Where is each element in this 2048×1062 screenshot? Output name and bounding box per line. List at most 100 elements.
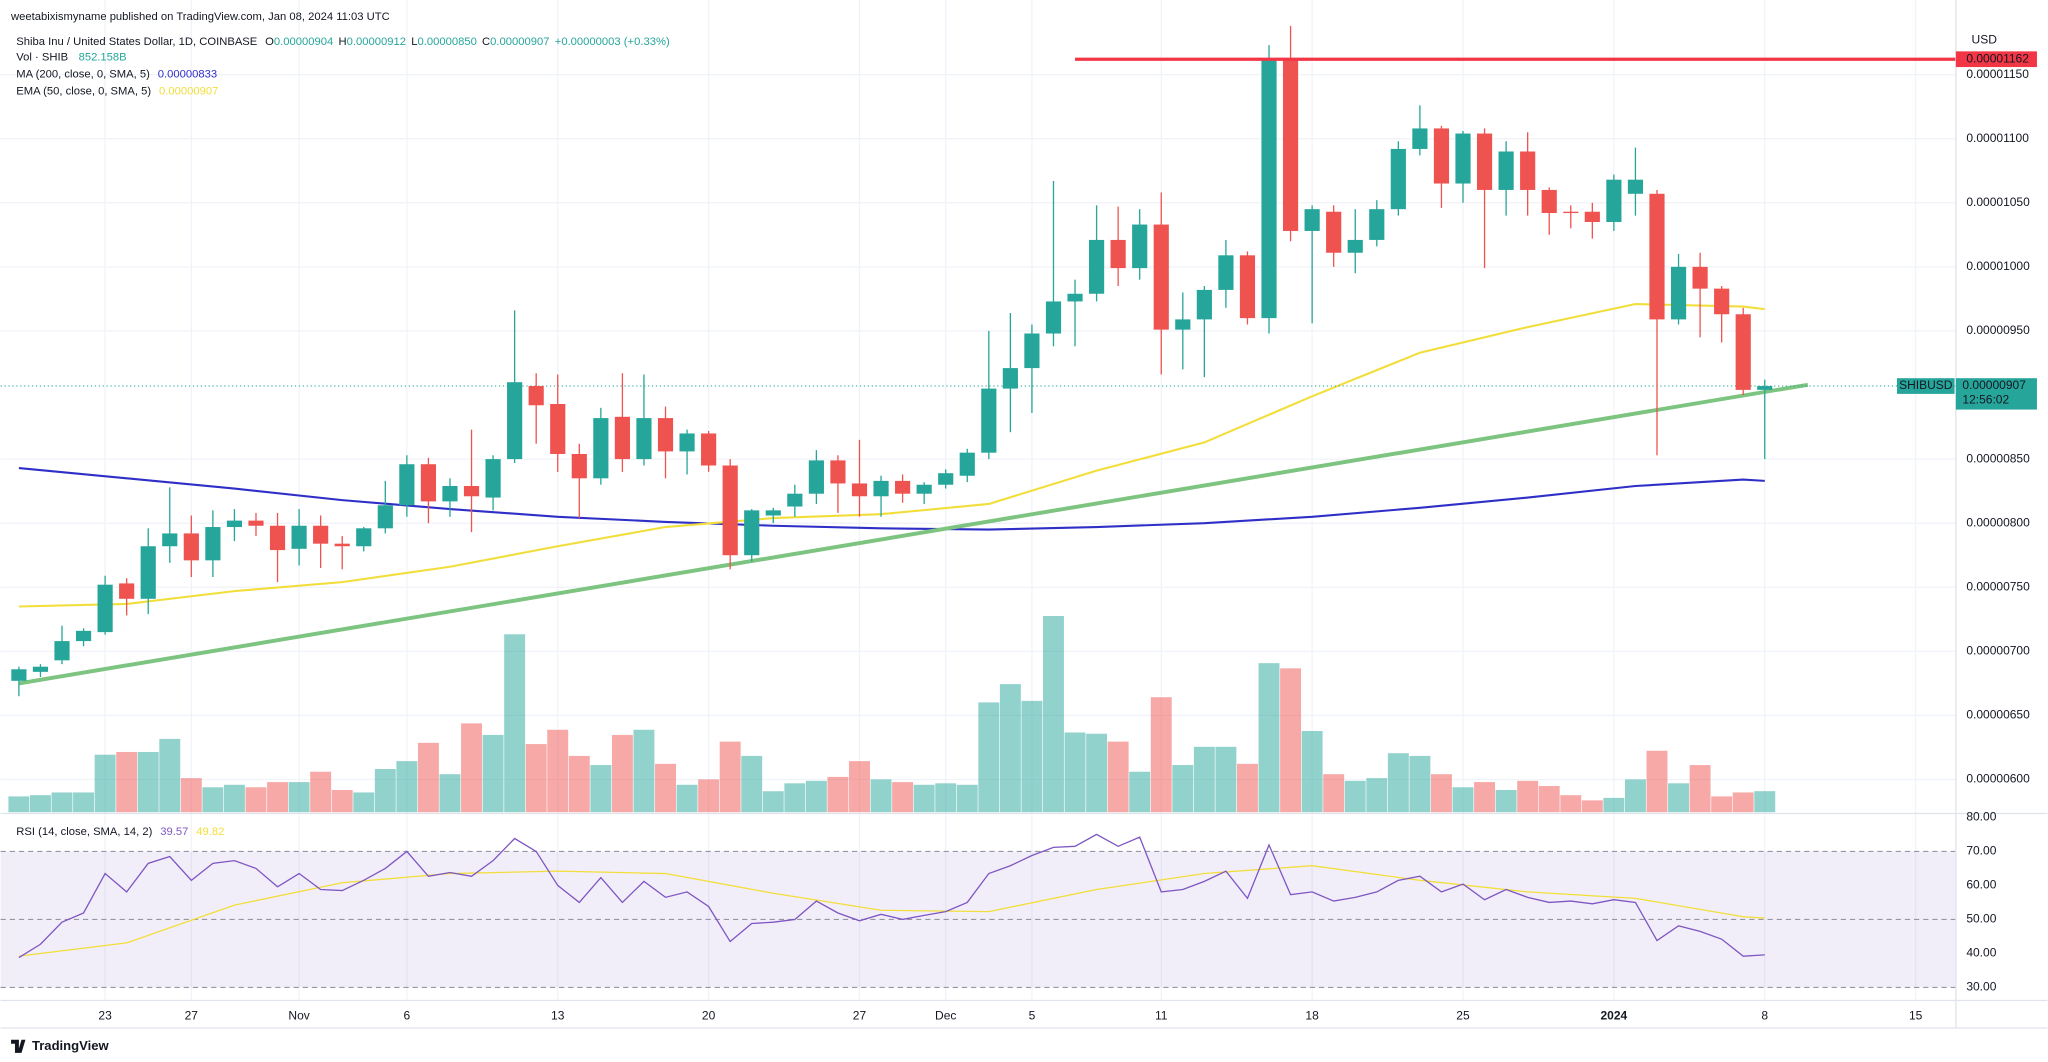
volume-bar: [1452, 787, 1474, 813]
candle-body: [97, 584, 113, 633]
candle-body: [399, 464, 415, 506]
candle-body: [1175, 319, 1191, 330]
volume-bar: [1258, 663, 1280, 813]
volume-bar: [1323, 774, 1345, 813]
candle-body: [959, 452, 975, 476]
volume-bar: [482, 734, 504, 813]
label-layer: weetabixismyname published on TradingVie…: [10, 11, 2037, 1053]
y-tick-label: 0.00001050: [1966, 195, 2030, 209]
candle-body: [1045, 301, 1062, 334]
candle-body: [54, 641, 70, 661]
candle-body: [744, 510, 760, 556]
y-tick-label: 0.00000650: [1966, 708, 2030, 722]
volume-bar: [180, 778, 202, 813]
rsi-tick-label: 50.00: [1966, 912, 1996, 926]
rsi-ma-line: [18, 865, 1765, 957]
x-tick-label: 2024: [1601, 1008, 1628, 1022]
volume-bar: [223, 784, 245, 813]
rsi-tick-label: 60.00: [1966, 878, 1996, 892]
x-tick-label: 27: [853, 1008, 867, 1022]
x-tick-label: 18: [1305, 1008, 1319, 1022]
volume-bar: [1430, 774, 1452, 813]
candle-body: [981, 388, 997, 453]
level-tag-label: 0.00001162: [1966, 51, 2029, 65]
volume-bar: [1366, 778, 1388, 813]
volume-bar: [805, 780, 827, 813]
candle-body: [313, 525, 329, 544]
candle-layer: [11, 25, 1956, 697]
rsi-ma-legend-value: 49.82: [196, 826, 224, 838]
price-tag: [1955, 378, 2037, 410]
volume-bar: [116, 751, 138, 813]
x-tick-label: 6: [404, 1008, 411, 1022]
candle-body: [701, 433, 717, 466]
volume-bar: [978, 702, 1000, 813]
ohlc-value: 0.00000850: [417, 36, 476, 48]
candle-body: [873, 480, 889, 497]
candle-body: [183, 533, 199, 561]
candle-body: [571, 453, 587, 479]
y-tick-label: 0.00000850: [1966, 451, 2030, 465]
candle-body: [226, 520, 243, 528]
candle-body: [1670, 266, 1687, 320]
moving-average: [18, 302, 1765, 608]
rsi-legend: RSI (14, close, SMA, 14, 2) 39.57 49.82: [16, 826, 224, 838]
volume-bar: [396, 761, 418, 813]
candle-body: [75, 630, 92, 642]
candle-body: [32, 666, 49, 672]
x-tick-label: Dec: [935, 1008, 956, 1022]
candle-body: [248, 520, 264, 526]
y-tick-label: 0.00001150: [1966, 67, 2029, 81]
volume-bar: [1732, 792, 1754, 813]
overlay-legend: EMA (50, close, 0, SMA, 5) 0.00000907: [16, 86, 218, 98]
candle-body: [636, 418, 652, 460]
x-tick-label: 13: [551, 1008, 565, 1022]
volume-bar: [1344, 780, 1366, 813]
rsi-line: [18, 833, 1765, 959]
candle-body: [205, 527, 221, 561]
volume-bar: [676, 784, 698, 813]
volume-bar: [1172, 765, 1194, 813]
volume-legend-value: 852.158B: [79, 52, 127, 64]
candle-body: [119, 583, 135, 599]
candle-body: [1261, 59, 1277, 319]
volume-bar: [137, 751, 159, 813]
candle-body: [334, 543, 350, 547]
candle-body: [1563, 211, 1579, 214]
ohlc-value: 0.00000904: [274, 36, 333, 48]
candle-body: [1649, 193, 1665, 320]
candle-body: [1132, 224, 1148, 269]
trend-line: [18, 382, 1809, 686]
volume-bar: [1495, 789, 1517, 813]
rsi-legend-value: 39.57: [160, 826, 188, 838]
volume-bar: [1474, 782, 1496, 813]
candle-body: [830, 460, 846, 484]
volume-bar: [525, 744, 547, 813]
volume-bar: [51, 792, 73, 813]
volume-bar: [1668, 783, 1690, 813]
x-tick-label: 20: [702, 1008, 716, 1022]
symbol-name: Shiba Inu / United States Dollar, 1D, CO…: [16, 36, 258, 48]
volume-bar: [267, 782, 289, 813]
candle-body: [1606, 179, 1622, 222]
rsi-tick-label: 80.00: [1966, 810, 1996, 824]
candle-body: [1089, 239, 1105, 294]
volume-bar: [245, 787, 267, 813]
volume-bar: [1107, 741, 1129, 813]
volume-bar: [73, 792, 95, 813]
price-tag-label: 0.00000907: [1962, 378, 2026, 392]
volume-bar: [288, 782, 310, 813]
candle-body: [1390, 148, 1406, 210]
brand-logo: [11, 1039, 26, 1053]
volume-bar: [1624, 779, 1646, 813]
volume-bar: [633, 729, 655, 813]
volume-bar: [1646, 750, 1668, 813]
candle-body: [1369, 209, 1385, 240]
candle-body: [808, 460, 824, 494]
rsi-tick-label: 40.00: [1966, 946, 1996, 960]
rsi-layer: [0, 833, 1956, 988]
volume-bar: [1193, 746, 1215, 813]
volume-bar: [1086, 733, 1108, 813]
candle-body: [1067, 293, 1083, 302]
